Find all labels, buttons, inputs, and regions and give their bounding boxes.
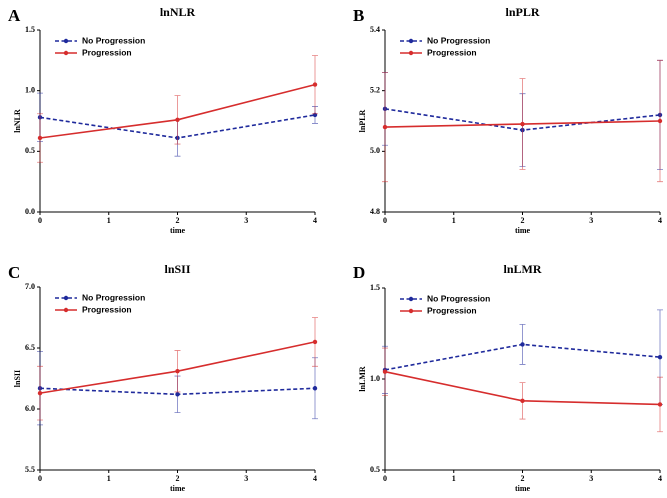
legend-marker [63, 50, 69, 56]
x-tick-label: 1 [107, 474, 111, 483]
x-tick-label: 3 [244, 216, 248, 225]
y-tick-label: 0.0 [25, 207, 35, 216]
point [657, 118, 663, 124]
x-tick-label: 1 [452, 216, 456, 225]
point [520, 121, 525, 127]
y-axis-label: lnLMR [358, 366, 367, 392]
point [175, 368, 180, 374]
y-tick-label: 5.4 [370, 25, 380, 34]
x-tick-label: 3 [244, 474, 248, 483]
point [382, 369, 388, 374]
legend-label: No Progression [427, 293, 490, 303]
chart-title: lnLMR [503, 262, 541, 276]
y-tick-label: 5.2 [370, 85, 380, 94]
point [175, 392, 180, 397]
point [657, 402, 663, 407]
panel-letter: D [353, 263, 365, 282]
point [312, 339, 318, 345]
x-tick-label: 1 [452, 474, 456, 483]
y-axis-label: lnNLR [13, 109, 22, 133]
legend-label: Progression [82, 304, 132, 314]
x-tick-label: 0 [38, 474, 42, 483]
panel-letter: A [8, 6, 21, 25]
legend-marker [408, 296, 414, 302]
y-tick-label: 5.5 [25, 465, 35, 474]
chart-title: lnNLR [160, 5, 196, 19]
x-tick-label: 0 [383, 474, 387, 483]
y-tick-label: 1.0 [370, 374, 380, 383]
point [37, 135, 43, 141]
legend-label: No Progression [427, 35, 490, 45]
x-tick-label: 2 [521, 216, 525, 225]
y-axis-label: lnPLR [358, 109, 367, 132]
y-tick-label: 7.0 [25, 282, 35, 291]
legend-marker [63, 295, 69, 301]
x-axis-label: time [515, 484, 531, 493]
legend-label: No Progression [82, 35, 145, 45]
panel-letter: B [353, 6, 364, 25]
point [175, 117, 180, 122]
legend-label: Progression [82, 47, 132, 57]
x-tick-label: 2 [521, 474, 525, 483]
legend-marker [408, 38, 414, 44]
legend-marker [63, 307, 69, 313]
y-tick-label: 1.5 [370, 283, 380, 292]
x-axis-label: time [170, 226, 186, 235]
x-tick-label: 2 [176, 216, 180, 225]
chart-title: lnPLR [505, 5, 539, 19]
point [657, 354, 663, 360]
point [312, 82, 318, 87]
y-tick-label: 0.5 [25, 146, 35, 155]
y-tick-label: 0.5 [370, 465, 380, 474]
x-tick-label: 0 [38, 216, 42, 225]
x-tick-label: 1 [107, 216, 111, 225]
legend-marker [408, 50, 414, 56]
legend-marker [63, 38, 69, 44]
x-tick-label: 4 [658, 216, 662, 225]
y-axis-label: lnSII [13, 370, 22, 387]
x-axis-label: time [170, 484, 186, 493]
chart-title: lnSII [164, 262, 190, 276]
legend-label: Progression [427, 305, 477, 315]
x-tick-label: 0 [383, 216, 387, 225]
x-tick-label: 3 [589, 474, 593, 483]
point [312, 386, 318, 391]
point [37, 390, 43, 396]
y-tick-label: 6.0 [25, 404, 35, 413]
y-tick-label: 5.0 [370, 146, 380, 155]
y-tick-label: 4.8 [370, 207, 380, 216]
legend-label: No Progression [82, 292, 145, 302]
y-tick-label: 1.5 [25, 25, 35, 34]
legend-label: Progression [427, 47, 477, 57]
x-tick-label: 4 [658, 474, 662, 483]
legend-marker [408, 308, 414, 314]
point [520, 342, 525, 347]
y-tick-label: 1.0 [25, 85, 35, 94]
x-tick-label: 4 [313, 474, 317, 483]
x-tick-label: 4 [313, 216, 317, 225]
x-tick-label: 2 [176, 474, 180, 483]
x-axis-label: time [515, 226, 531, 235]
panel-letter: C [8, 263, 20, 282]
point [520, 398, 525, 404]
point [382, 124, 388, 130]
y-tick-label: 6.5 [25, 343, 35, 352]
x-tick-label: 3 [589, 216, 593, 225]
